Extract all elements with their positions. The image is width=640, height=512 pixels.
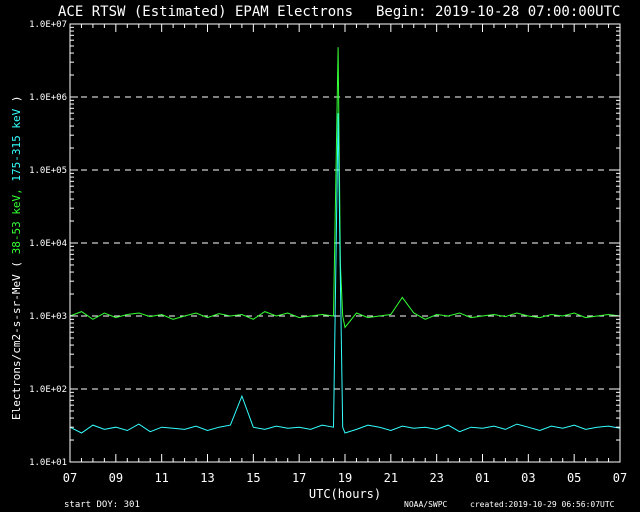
series-line-1: [69, 47, 621, 329]
created-stamp: created:2019-10-29 06:56:07UTC: [470, 500, 615, 509]
x-tick-label: 03: [521, 471, 535, 485]
y-tick-label: 1.0E+04: [29, 239, 67, 249]
x-axis: 07 09 11 13 15 17 19 21 23 01 03 05 07: [63, 24, 627, 485]
y-tick-label: 1.0E+06: [29, 93, 67, 103]
x-tick-label: 23: [429, 471, 443, 485]
x-tick-label: 21: [384, 471, 398, 485]
x-tick-label: 09: [109, 471, 123, 485]
credit: NOAA/SWPC: [404, 500, 448, 509]
x-tick-label: 19: [338, 471, 352, 485]
y-tick-label: 1.0E+03: [29, 312, 67, 322]
x-tick-label: 05: [567, 471, 581, 485]
y-tick-label: 1.0E+05: [29, 166, 67, 176]
y-label-separator: ,: [10, 182, 23, 195]
chart-title: ACE RTSW (Estimated) EPAM Electrons: [58, 4, 353, 20]
series-layer: [69, 47, 621, 434]
start-doy: start DOY: 301: [64, 500, 140, 510]
y-tick-label: 1.0E+01: [29, 458, 67, 468]
y-tick-label: 1.0E+02: [29, 385, 67, 395]
begin-label: Begin: 2019-10-28 07:00:00UTC: [376, 4, 620, 20]
x-tick-label: 15: [246, 471, 260, 485]
y-label-close: ): [10, 95, 23, 108]
series-line-2: [69, 113, 621, 434]
x-tick-label: 07: [613, 471, 627, 485]
x-tick-label: 17: [292, 471, 306, 485]
x-tick-label: 01: [475, 471, 489, 485]
x-axis-label: UTC(hours): [309, 487, 381, 501]
y-axis: 1.0E+01 1.0E+02 1.0E+03 1.0E+04 1.0E+05 1.0E+…: [29, 20, 620, 468]
y-label-series-1: 38-53 keV: [10, 194, 23, 254]
y-label-prefix: Electrons/cm2-s-sr-MeV (: [10, 254, 23, 420]
y-axis-label: Electrons/cm2-s-sr-MeV ( 38-53 keV, 175-…: [10, 95, 23, 420]
grid-lines: [70, 96, 620, 390]
y-tick-label: 1.0E+07: [29, 20, 67, 30]
x-tick-label: 07: [63, 471, 77, 485]
y-label-series-2: 175-315 keV: [10, 108, 23, 181]
x-tick-label: 11: [154, 471, 168, 485]
x-tick-label: 13: [200, 471, 214, 485]
